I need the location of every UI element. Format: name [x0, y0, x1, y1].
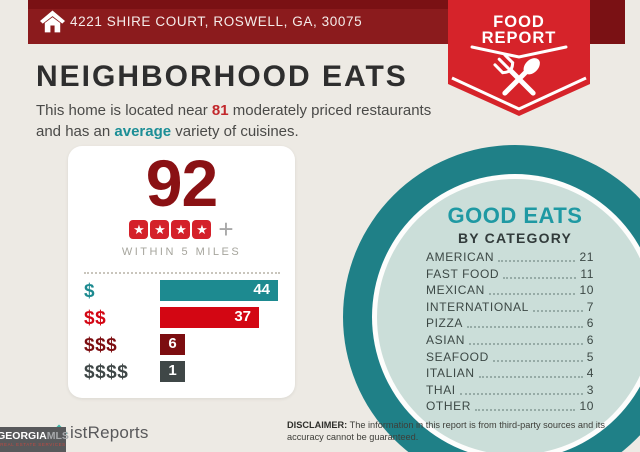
price-tier-label: $$$	[84, 335, 118, 356]
category-value: 6	[586, 332, 594, 347]
category-value: 21	[579, 250, 594, 264]
mls-name1: GEORGIA	[0, 430, 47, 442]
category-value: 11	[580, 266, 594, 281]
category-row: THAI 3	[426, 382, 594, 397]
variety-highlight: average	[114, 123, 172, 140]
dotted-leader	[532, 309, 583, 312]
dotted-leader	[498, 260, 576, 262]
price-tier-label: $$$$	[84, 362, 129, 383]
category-label: INTERNATIONAL	[426, 299, 529, 314]
category-row: ITALIAN 4	[426, 366, 594, 381]
summary-part3: variety of cuisines.	[171, 123, 299, 140]
dotted-leader	[459, 392, 583, 395]
mls-tagline: REAL ESTATE SERVICES	[0, 442, 66, 447]
ribbon-line2: REPORT	[482, 29, 557, 47]
star-icon: ★	[129, 220, 149, 239]
dotted-leader	[492, 359, 583, 362]
category-row: AMERICAN 21	[426, 250, 594, 264]
dotted-leader	[467, 326, 583, 329]
star-icon: ★	[150, 220, 170, 239]
category-label: ITALIAN	[426, 366, 475, 381]
category-value: 7	[586, 299, 594, 314]
price-bar-chart: $ 44 $$ 37 $$$ 6 $$$$ 1	[84, 280, 283, 388]
category-label: FAST FOOD	[426, 266, 500, 281]
category-value: 10	[579, 283, 594, 298]
dotted-leader	[469, 342, 583, 345]
food-report-ribbon: FOOD REPORT	[448, 0, 590, 116]
mls-name2: MLS	[46, 430, 69, 442]
price-bar: 44	[160, 280, 278, 301]
category-value: 10	[579, 399, 594, 414]
banner-top-shade	[28, 0, 625, 9]
category-label: OTHER	[426, 399, 471, 414]
category-row: PIZZA 6	[426, 316, 594, 331]
ribbon-line1: FOOD	[493, 13, 545, 31]
star-icon: ★	[171, 220, 191, 239]
price-bar-row: $$$ 6	[84, 334, 283, 361]
disclaimer-text: DISCLAIMER: The information in this repo…	[287, 420, 631, 444]
summary-text: This home is located near 81 moderately …	[36, 100, 450, 142]
price-bar-value: 44	[253, 281, 270, 298]
summary-part1: This home is located near	[36, 102, 212, 119]
listreports-wordmark: istReports	[70, 423, 149, 442]
category-circle-fill	[377, 179, 640, 452]
category-label: AMERICAN	[426, 250, 495, 264]
price-bar-value: 37	[234, 308, 251, 325]
category-label: THAI	[426, 382, 456, 397]
plus-sign: +	[218, 214, 234, 244]
home-icon	[40, 10, 65, 33]
category-label: ASIAN	[426, 332, 466, 347]
score-card: 92 ★ ★ ★ ★ + WITHIN 5 MILES $ 44 $$ 37 $$$ 6…	[68, 146, 295, 398]
category-row: INTERNATIONAL 7	[426, 299, 594, 314]
georgia-mls-logo: GEORGIAMLS REAL ESTATE SERVICES	[0, 427, 69, 452]
disclaimer-body: The information in this report is from t…	[287, 420, 605, 442]
category-label: SEAFOOD	[426, 349, 489, 364]
price-tier-label: $	[84, 281, 96, 302]
category-label: MEXICAN	[426, 283, 485, 298]
category-value: 4	[586, 366, 594, 381]
price-bar-value: 6	[168, 335, 177, 352]
star-icon: ★	[192, 220, 212, 239]
dotted-leader	[503, 276, 577, 279]
spoon-fork-icon	[493, 53, 540, 96]
price-bar: 37	[160, 307, 259, 328]
category-row: OTHER 10	[426, 399, 594, 414]
price-bar: 1	[160, 361, 185, 382]
price-bar-value: 1	[168, 362, 177, 379]
disclaimer-label: DISCLAIMER:	[287, 420, 348, 430]
category-value: 3	[586, 382, 594, 397]
radius-label: WITHIN 5 MILES	[121, 246, 242, 258]
dotted-leader	[478, 376, 583, 379]
summary-part2: moderately priced restaurants and has an	[36, 102, 432, 140]
banner-right-shade	[590, 0, 625, 44]
category-row: MEXICAN 10	[426, 283, 594, 298]
category-row: SEAFOOD 5	[426, 349, 594, 364]
category-row: ASIAN 6	[426, 332, 594, 347]
food-score: 92	[145, 146, 218, 220]
price-tier-label: $$	[84, 308, 107, 329]
dotted-leader	[475, 409, 576, 412]
stars-row: ★ ★ ★ ★ +	[68, 214, 295, 244]
price-bar-row: $$$$ 1	[84, 361, 283, 388]
dotted-divider	[84, 272, 280, 274]
good-eats-title: GOOD EATS	[447, 203, 583, 228]
page-title: NEIGHBORHOOD EATS	[36, 60, 408, 93]
category-label: PIZZA	[426, 316, 464, 331]
price-bar-row: $ 44	[84, 280, 283, 307]
restaurant-count: 81	[211, 102, 229, 119]
property-address: 4221 SHIRE COURT, ROSWELL, GA, 30075	[70, 14, 363, 29]
price-bar-row: $$ 37	[84, 307, 283, 334]
category-value: 6	[586, 316, 594, 331]
price-bar: 6	[160, 334, 185, 355]
category-row: FAST FOOD 11	[426, 266, 594, 281]
dotted-leader	[488, 293, 576, 296]
category-list: AMERICAN 21 FAST FOOD 11 MEXICAN 10 INTE…	[426, 250, 594, 418]
good-eats-subtitle: BY CATEGORY	[457, 230, 573, 246]
category-value: 5	[586, 349, 594, 364]
